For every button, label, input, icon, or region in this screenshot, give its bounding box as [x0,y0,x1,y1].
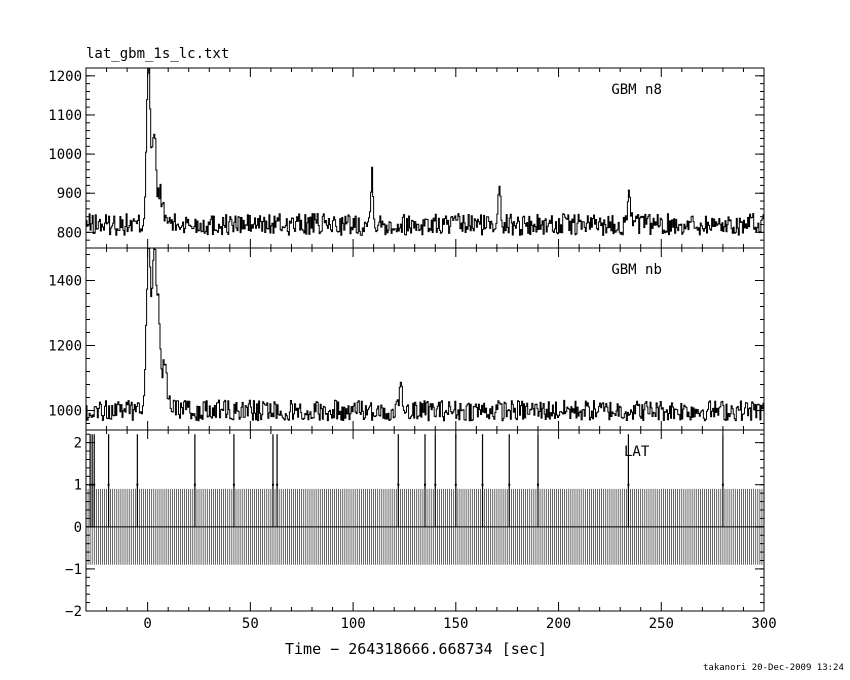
y-tick-label: −2 [65,604,82,620]
y-tick-label: 1000 [48,404,82,420]
chart-title: lat_gbm_1s_lc.txt [86,46,230,62]
series-label: GBM n8 [611,82,662,98]
x-tick-label: 250 [649,616,674,632]
y-tick-label: 900 [57,186,82,202]
y-tick-label: 1200 [48,339,82,355]
x-tick-label: 50 [242,616,259,632]
y-tick-label: 800 [57,225,82,241]
x-tick-label: 200 [546,616,571,632]
y-tick-label: 1 [74,478,82,494]
panel-gbm-nb: 1000 1200 1400 GBM nb [48,247,765,431]
x-tick-label: 150 [443,616,468,632]
y-tick-label: −1 [65,562,82,578]
y-tick-label: 2 [74,436,82,452]
x-tick-label: 300 [751,616,776,632]
series-label: LAT [624,444,650,460]
panel-gbm-n8: 800 900 1000 1100 1200 GBM n8 [48,67,765,249]
series-label: GBM nb [611,262,662,278]
panel-lat: −2 −1 0 1 2 LAT 0 50 100 150 200 250 300 [65,429,777,632]
light-curve [86,247,765,422]
y-tick-label: 1400 [48,274,82,290]
y-tick-label: 1000 [48,147,82,163]
y-tick-label: 1100 [48,108,82,124]
x-tick-label: 0 [143,616,151,632]
y-tick-label: 1200 [48,69,82,85]
x-axis-label: Time − 264318666.668734 [sec] [285,640,547,658]
footer-stamp: takanori 20-Dec-2009 13:24 [703,663,844,673]
y-tick-label: 0 [74,520,82,536]
x-tick-label: 100 [340,616,365,632]
light-curve [86,67,765,236]
